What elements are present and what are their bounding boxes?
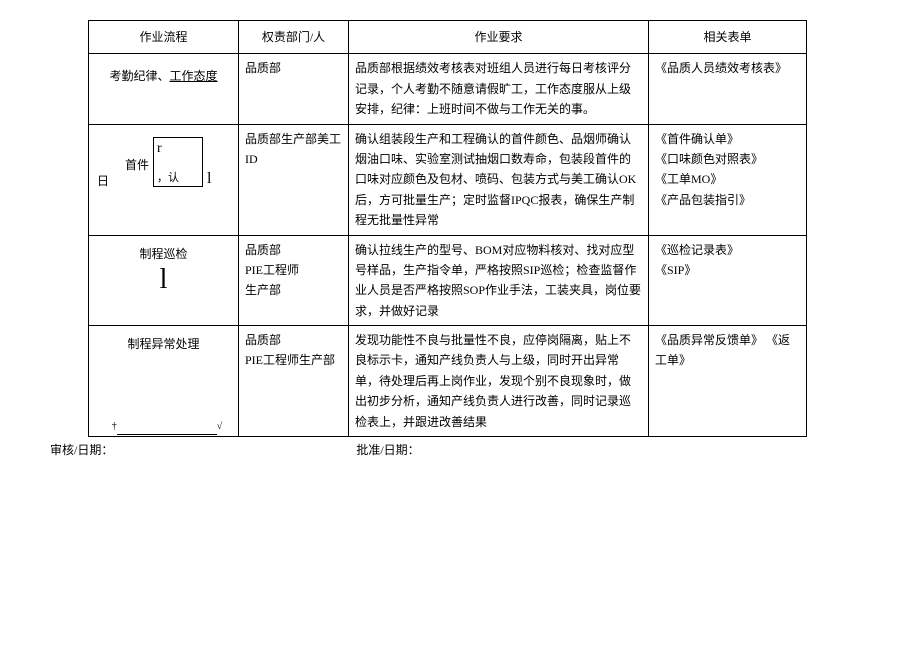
form-cell-3: 《巡检记录表》 《SIP》	[649, 235, 807, 326]
header-dept: 权责部门/人	[239, 21, 349, 54]
flow2-r: r	[157, 137, 162, 161]
flow4-title: 制程异常处理	[95, 330, 232, 354]
header-req: 作业要求	[349, 21, 649, 54]
req-cell-2: 确认组装段生产和工程确认的首件颜色、品烟师确认烟油口味、实验室测试抽烟口数寿命，…	[349, 124, 649, 235]
footer-approve: 批准/日期：	[356, 443, 419, 457]
form-cell-2: 《首件确认单》 《口味颜色对照表》 《工单MO》 《产品包装指引》	[649, 124, 807, 235]
footer-review: 审核/日期：	[50, 443, 113, 457]
flow3-title: 制程巡检	[95, 240, 232, 264]
flow2-l: l	[207, 165, 211, 192]
flow2-mid: 首件	[125, 155, 149, 175]
flow2-left: 日	[97, 171, 109, 191]
table-row: 制程异常处理 †√ 品质部 PIE工程师生产部 发现功能性不良与批量性不良，应停…	[89, 326, 807, 437]
flow1-main: 考勤纪律、	[109, 69, 169, 83]
flow4-rmark: √	[217, 421, 223, 432]
flow3-l: l	[95, 266, 232, 294]
flow-cell-2: 日 首件 r ，认 l	[89, 124, 239, 235]
dept-cell-4: 品质部 PIE工程师生产部	[239, 326, 349, 437]
table-row: 考勤纪律、工作态度 品质部 品质部根据绩效考核表对班组人员进行每日考核评分记录，…	[89, 54, 807, 124]
footer-row: 审核/日期： 批准/日期：	[50, 441, 900, 458]
table-row: 制程巡检 l 品质部 PIE工程师 生产部 确认拉线生产的型号、BOM对应物料核…	[89, 235, 807, 326]
header-flow: 作业流程	[89, 21, 239, 54]
process-table: 作业流程 权责部门/人 作业要求 相关表单 考勤纪律、工作态度 品质部 品质部根…	[88, 20, 807, 437]
flow-cell-4: 制程异常处理 †√	[89, 326, 239, 437]
dept-cell-1: 品质部	[239, 54, 349, 124]
table-row: 日 首件 r ，认 l 品质部生产部美工 ID 确认组装段生产和工程确认的首件颜…	[89, 124, 807, 235]
dept-cell-3: 品质部 PIE工程师 生产部	[239, 235, 349, 326]
dept-cell-2: 品质部生产部美工 ID	[239, 124, 349, 235]
table-header-row: 作业流程 权责部门/人 作业要求 相关表单	[89, 21, 807, 54]
flow2-ren: ，认	[157, 169, 179, 188]
flow-cell-1: 考勤纪律、工作态度	[89, 54, 239, 124]
req-cell-4: 发现功能性不良与批量性不良，应停岗隔离，贴上不良标示卡，通知产线负责人与上级，同…	[349, 326, 649, 437]
flow4-lmark: †	[112, 421, 117, 432]
flow1-underline: 工作态度	[170, 69, 218, 83]
form-cell-4: 《品质异常反馈单》 《返工单》	[649, 326, 807, 437]
document-wrapper: 作业流程 权责部门/人 作业要求 相关表单 考勤纪律、工作态度 品质部 品质部根…	[20, 20, 900, 458]
req-cell-3: 确认拉线生产的型号、BOM对应物料核对、找对应型号样品，生产指令单，严格按照SI…	[349, 235, 649, 326]
req-cell-1: 品质部根据绩效考核表对班组人员进行每日考核评分记录，个人考勤不随意请假旷工，工作…	[349, 54, 649, 124]
header-form: 相关表单	[649, 21, 807, 54]
flow4-underline: †√	[103, 418, 231, 428]
form-cell-1: 《品质人员绩效考核表》	[649, 54, 807, 124]
flow-cell-3: 制程巡检 l	[89, 235, 239, 326]
